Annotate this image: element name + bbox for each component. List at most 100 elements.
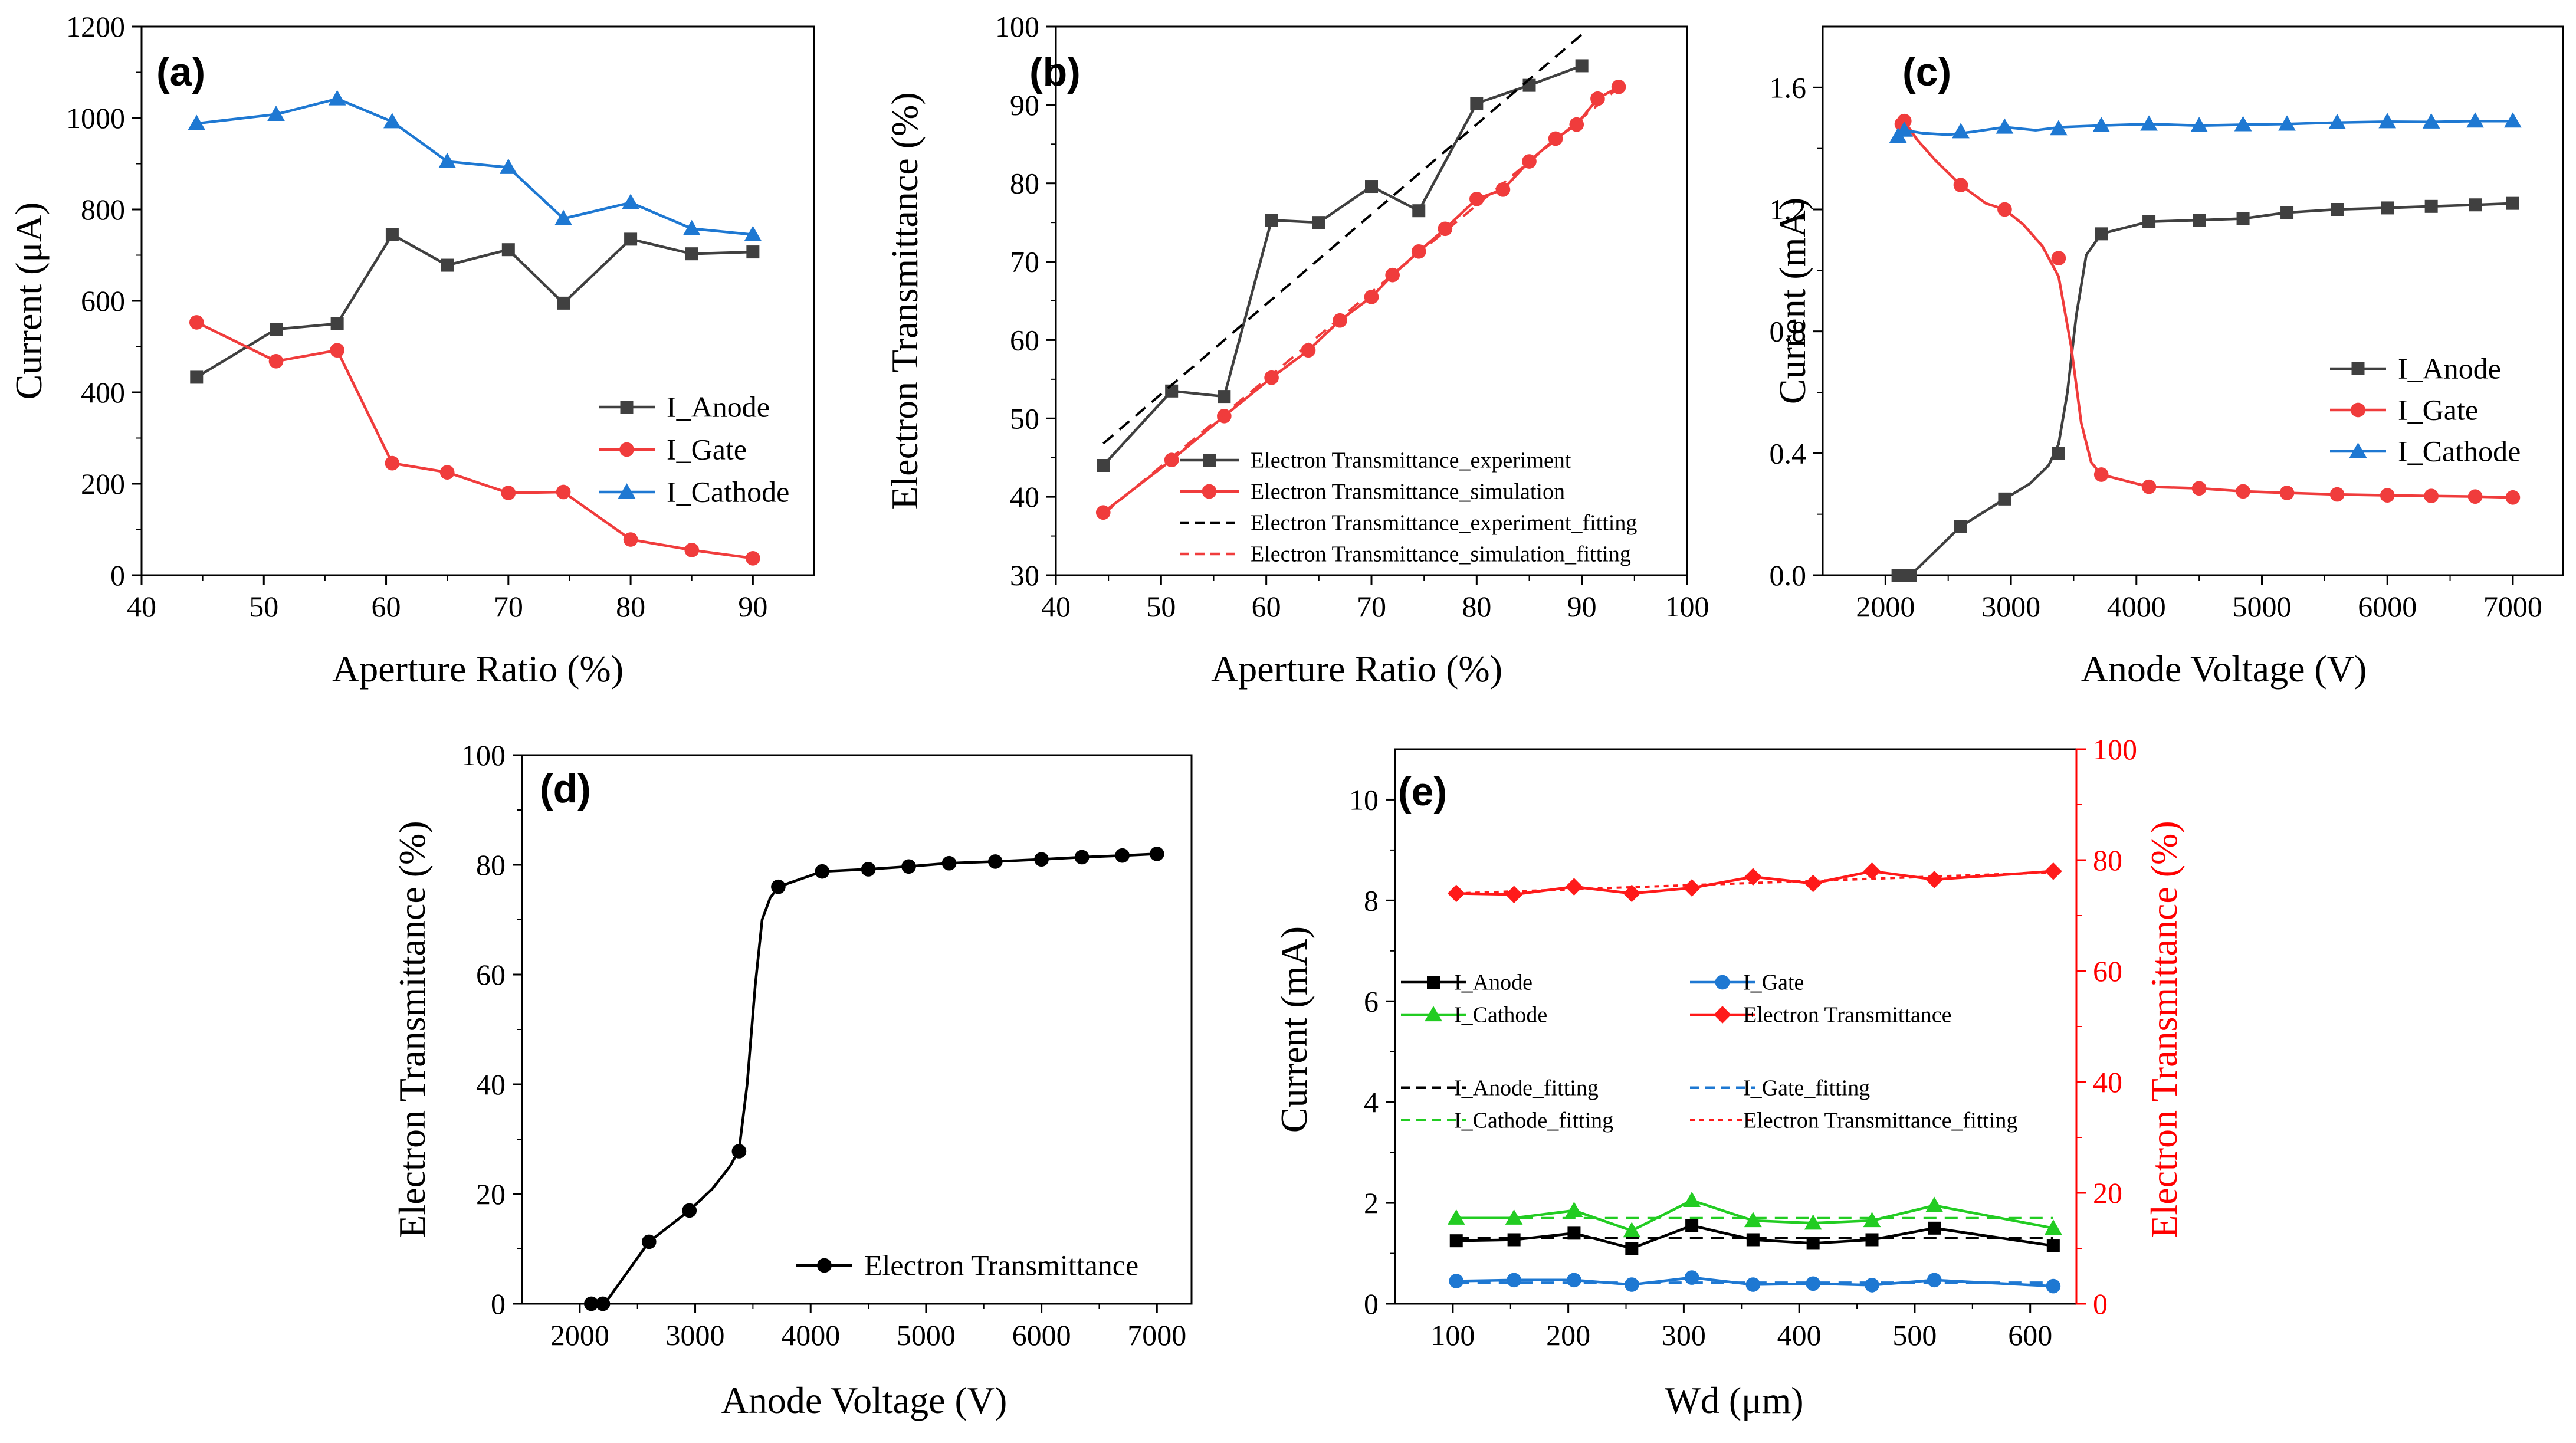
legend-marker: [2351, 402, 2365, 418]
y-tick-label: 2: [1364, 1186, 1379, 1219]
x-tick-label: 600: [2008, 1319, 2052, 1352]
y2-tick-label: 80: [2093, 844, 2122, 877]
legend-marker: [1714, 1006, 1731, 1024]
series-i-cathode: [1889, 112, 2522, 143]
data-point: [2467, 489, 2483, 504]
series-i-gate: [1894, 113, 2521, 505]
legend-label: I_Cathode: [1454, 1003, 1547, 1028]
x-tick-label: 70: [494, 590, 523, 623]
legend-marker: [2351, 362, 2365, 375]
x-tick-label: 7000: [1127, 1319, 1186, 1352]
x-tick-label: 2000: [1856, 590, 1915, 623]
data-point: [1097, 459, 1110, 472]
data-point: [1953, 178, 1968, 192]
panel-label: (b): [1029, 50, 1081, 94]
data-point: [1684, 1270, 1699, 1285]
data-point: [1624, 1277, 1639, 1292]
data-point: [746, 551, 760, 566]
data-point: [1744, 868, 1762, 886]
data-point: [2190, 117, 2208, 133]
y-tick-label: 90: [1010, 88, 1039, 122]
x-tick-label: 5000: [897, 1319, 956, 1352]
data-point: [2046, 1278, 2061, 1294]
data-point: [189, 315, 204, 330]
x-tick-label: 400: [1777, 1319, 1822, 1352]
data-point: [1998, 492, 2011, 506]
y-axis-label: Current (mA): [1771, 198, 1813, 404]
legend-label: Electron Transmittance: [1743, 1003, 1952, 1028]
x-tick-label: 80: [1462, 590, 1491, 623]
data-point: [1954, 520, 1967, 533]
legend-marker: [619, 442, 634, 457]
data-point: [2092, 117, 2111, 133]
x-axis-label: Anode Voltage (V): [721, 1379, 1008, 1421]
data-point: [557, 296, 570, 310]
data-point: [1364, 290, 1379, 304]
data-point: [988, 854, 1003, 869]
data-point: [439, 465, 455, 480]
x-tick-label: 200: [1546, 1319, 1590, 1352]
data-point: [1565, 1202, 1583, 1218]
legend-label: Electron Transmittance_simulation_fittin…: [1251, 542, 1631, 567]
panel-label: (c): [1902, 50, 1951, 94]
legend-label: I_Cathode_fitting: [1454, 1108, 1613, 1133]
data-point: [2504, 112, 2522, 128]
chart-panel-e: 100 200 300 400 500 6000246810020406080100Wd …: [1273, 733, 2185, 1421]
data-point: [1895, 121, 1914, 137]
data-point: [2051, 251, 2066, 265]
data-point: [861, 862, 876, 877]
y-tick-label: 10: [1349, 783, 1379, 816]
data-point: [1625, 1242, 1639, 1255]
x-tick-label: 6000: [1012, 1319, 1071, 1352]
panel-label: (d): [540, 766, 591, 811]
data-point: [1623, 1222, 1641, 1238]
panel-label: (e): [1398, 769, 1447, 814]
data-point: [1149, 847, 1164, 861]
legend: I_Anode I_Gate I_Cathode: [2330, 352, 2521, 468]
x-tick-label: 90: [738, 590, 767, 623]
data-point: [556, 484, 571, 500]
data-point: [1925, 871, 1944, 888]
legend-marker: [1715, 975, 1730, 990]
data-point: [1863, 862, 1881, 880]
legend-marker: [1425, 1006, 1442, 1022]
data-point: [1412, 204, 1426, 218]
legend-marker: [620, 401, 634, 414]
data-point: [2234, 116, 2252, 132]
data-point: [1745, 1277, 1761, 1292]
series-i-cathode: [188, 90, 762, 241]
y2-tick-label: 40: [2093, 1065, 2122, 1098]
data-point: [1865, 1233, 1879, 1247]
legend-label: I_Anode: [667, 391, 770, 424]
data-point: [2095, 227, 2108, 241]
data-point: [2280, 206, 2294, 219]
series-line: [196, 97, 753, 236]
y-tick-label: 1.6: [1770, 71, 1807, 104]
data-point: [684, 543, 700, 557]
legend-marker: [2349, 442, 2367, 458]
series-line: [1456, 1224, 2054, 1250]
y-axis-label: Electron Transmittance (%): [884, 92, 926, 509]
series-i-gate: [189, 315, 760, 566]
data-point: [641, 1234, 657, 1249]
data-point: [2279, 486, 2295, 500]
x-tick-label: 6000: [2358, 590, 2417, 623]
data-point: [1904, 569, 1917, 582]
data-point: [1505, 1209, 1523, 1225]
data-point: [1928, 1221, 1941, 1235]
series-line: [196, 321, 753, 560]
data-point: [2044, 862, 2062, 880]
legend-label: I_Anode: [2398, 352, 2501, 385]
data-point: [2331, 203, 2344, 216]
y-tick-label: 40: [476, 1068, 506, 1101]
data-point: [501, 243, 515, 257]
x-tick-label: 100: [1430, 1319, 1475, 1352]
data-point: [267, 105, 285, 121]
series-line: [1456, 1199, 2054, 1232]
series-line: [1897, 119, 2513, 137]
data-point: [2140, 115, 2158, 131]
data-point: [1095, 505, 1111, 520]
x-tick-label: 4000: [781, 1319, 840, 1352]
series-electron-transmittance-experiment: [1097, 59, 1589, 472]
